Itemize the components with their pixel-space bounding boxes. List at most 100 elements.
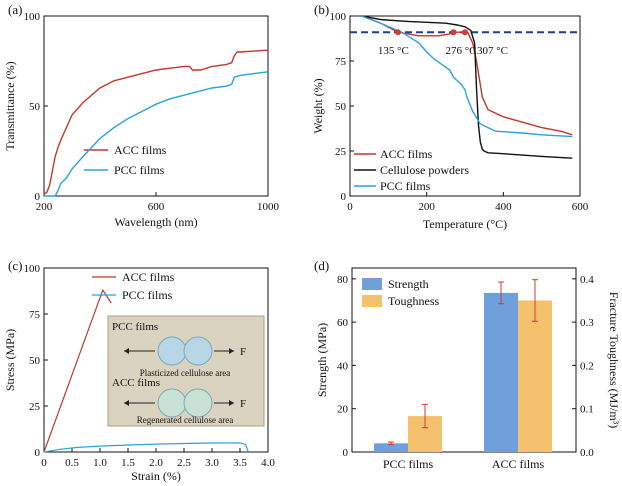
bar-strength-acc-films xyxy=(484,292,518,452)
legend-label: ACC films xyxy=(114,143,167,157)
series-line-acc-films xyxy=(361,15,573,136)
series-line-acc-films xyxy=(43,288,112,453)
y-tick-label: 40 xyxy=(337,360,349,372)
acc-particle-right xyxy=(183,388,213,418)
y-right-tick-label: 0.4 xyxy=(580,274,594,286)
x-tick-label: 600 xyxy=(148,201,165,213)
y-axis-label-right: Fracture Toughness (MJ/m³) xyxy=(607,292,621,429)
annotation-label: 307 °C xyxy=(477,45,508,57)
y-tick-label: 50 xyxy=(29,355,41,367)
y-tick-label: 50 xyxy=(29,101,41,113)
arrowhead-left xyxy=(124,348,129,354)
legend-swatch xyxy=(362,278,382,290)
inset-schematic: PCC films F Plasticized cellulose areaACC … xyxy=(107,315,265,427)
x-tick-label: 3.0 xyxy=(205,457,219,469)
annotation-label: 135 °C xyxy=(378,45,409,57)
pcc-particle-left xyxy=(157,336,187,366)
x-tick-label: 4.0 xyxy=(261,457,275,469)
y-tick-label: 100 xyxy=(330,11,347,23)
y-right-tick-label: 0.2 xyxy=(580,360,594,372)
inset-title-2: ACC films xyxy=(112,377,160,389)
force-label: F xyxy=(240,346,246,358)
y-axis-label: Stress (MPa) xyxy=(3,329,17,391)
y-tick-label: 25 xyxy=(29,401,41,413)
y-right-tick-label: 0.3 xyxy=(580,317,594,329)
acc-particle-left xyxy=(157,388,187,418)
x-tick-label: 0.5 xyxy=(65,457,79,469)
y-right-tick-label: 0.1 xyxy=(580,404,594,416)
y-tick-label: 0 xyxy=(341,191,347,203)
x-axis-label: Wavelength (nm) xyxy=(114,215,197,229)
panel-c: (c) 0 0.5 1.0 1.5 2.0 2.5 3.0 3.5 4.0 0 25 50 75 100 St… xyxy=(3,258,275,483)
marker-point xyxy=(450,29,457,36)
legend-label: PCC films xyxy=(114,163,165,177)
x-tick-label: 200 xyxy=(418,201,435,213)
legend-label: Strength xyxy=(388,277,429,291)
category-label: ACC films xyxy=(492,457,545,471)
series-line-cellulose-powders xyxy=(361,15,573,159)
x-tick-label: 3.5 xyxy=(233,457,247,469)
x-axis-label: Temperature (°C) xyxy=(423,217,507,231)
x-tick-label: 600 xyxy=(572,201,589,213)
marker-point xyxy=(462,29,468,36)
pcc-particle-right xyxy=(183,336,213,366)
legend-label: PCC films xyxy=(122,288,173,302)
y-tick-label: 0 xyxy=(343,447,349,459)
x-tick-label: 1000 xyxy=(257,201,280,213)
y-tick-label: 100 xyxy=(24,263,41,275)
y-tick-label: 20 xyxy=(337,404,349,416)
force-label: F xyxy=(240,398,246,410)
series-line-acc-films xyxy=(43,49,269,195)
y-tick-label: 50 xyxy=(335,101,347,113)
panel-a: (a) 200 600 1000 0 50 100 Wavelength (nm) Transm… xyxy=(3,2,280,229)
y-tick-label: 0 xyxy=(35,447,41,459)
panel-label: (c) xyxy=(8,258,22,273)
legend-swatch xyxy=(362,295,382,307)
panel-label: (a) xyxy=(8,2,22,17)
y-tick-label: 80 xyxy=(337,274,349,286)
x-axis-label: Strain (%) xyxy=(131,469,181,483)
x-tick-label: 2.5 xyxy=(177,457,191,469)
marker-point xyxy=(394,29,401,36)
x-tick-label: 0 xyxy=(347,201,353,213)
bar-strength-pcc-films xyxy=(374,443,408,452)
panel-label: (b) xyxy=(314,2,329,17)
y-axis-label: Transmittance (%) xyxy=(3,61,17,150)
series-line-pcc-films xyxy=(44,71,269,197)
y-tick-label: 100 xyxy=(24,11,41,23)
panel-b: (b) 0 200 400 600 0 25 50 75 100 Temperature (°C) W… xyxy=(311,2,589,231)
legend-label: ACC films xyxy=(380,147,433,161)
y-right-tick-label: 0.0 xyxy=(580,447,594,459)
inset-caption-1: Plasticized cellulose area xyxy=(140,368,230,378)
legend-label: Cellulose powders xyxy=(380,163,469,177)
inset-caption-2: Regenerated cellulose area xyxy=(137,415,233,425)
annotation-label: 276 °C xyxy=(446,45,477,57)
x-tick-label: 1.0 xyxy=(93,457,107,469)
y-axis-label: Weight (%) xyxy=(311,78,325,133)
legend-label: Toughness xyxy=(388,294,439,308)
x-tick-label: 200 xyxy=(36,201,53,213)
x-tick-label: 400 xyxy=(495,201,512,213)
arrowhead-right xyxy=(229,348,234,354)
arrowhead-right xyxy=(229,400,234,406)
panel-d: (d) 0 20 40 60 80 0.0 0.1 0.2 0.3 0.4 Strength (MPa… xyxy=(314,258,621,471)
series-line-pcc-films xyxy=(43,442,249,453)
y-axis-label: Strength (MPa) xyxy=(315,323,329,397)
legend-label: ACC films xyxy=(122,270,175,284)
series-line-pcc-films xyxy=(361,15,573,138)
y-tick-label: 75 xyxy=(29,309,41,321)
plot-frame xyxy=(351,267,577,453)
inset-title: PCC films xyxy=(112,321,158,333)
bar-toughness-acc-films xyxy=(518,300,552,452)
y-tick-label: 60 xyxy=(337,317,349,329)
arrowhead-left xyxy=(124,400,129,406)
x-tick-label: 0 xyxy=(41,457,47,469)
x-tick-label: 2.0 xyxy=(149,457,163,469)
legend-label: PCC films xyxy=(380,179,431,193)
y-tick-label: 75 xyxy=(335,56,347,68)
panel-label: (d) xyxy=(314,258,329,273)
x-tick-label: 1.5 xyxy=(121,457,135,469)
y-tick-label: 25 xyxy=(335,146,347,158)
category-label: PCC films xyxy=(383,457,434,471)
